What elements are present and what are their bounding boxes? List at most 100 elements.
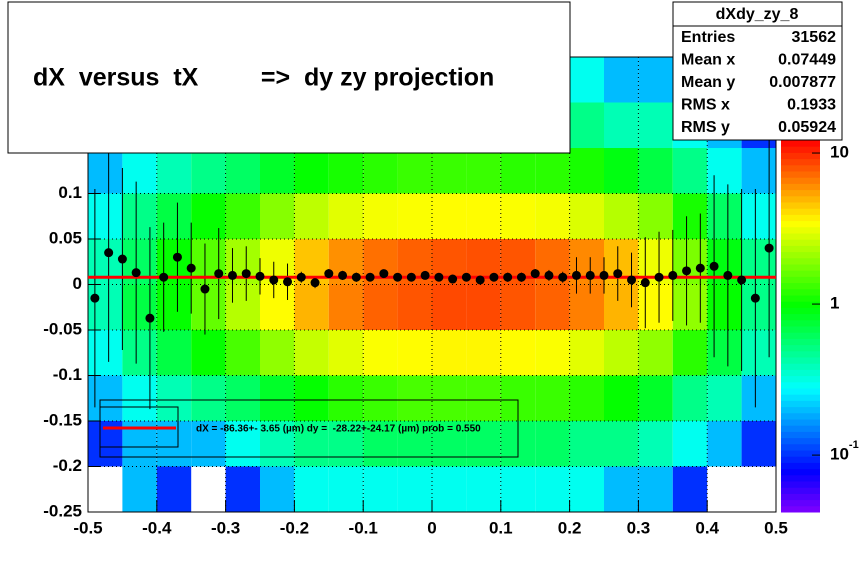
heat-cell <box>741 375 776 421</box>
palette-step <box>781 195 820 203</box>
heat-cell <box>604 148 639 194</box>
palette-step <box>781 462 820 470</box>
stats-value: 0.007877 <box>769 74 836 91</box>
palette-step <box>781 183 820 191</box>
heat-cell <box>294 330 329 376</box>
heat-cell <box>191 375 226 421</box>
y-tick-label: 0.05 <box>49 228 82 247</box>
palette-step <box>781 419 820 426</box>
heat-cell <box>294 148 329 194</box>
heat-cell <box>741 193 776 239</box>
profile-point <box>668 270 678 280</box>
profile-point <box>159 272 169 282</box>
heat-cell <box>604 330 639 376</box>
profile-point <box>283 277 293 287</box>
palette-step <box>781 146 820 153</box>
heat-cell <box>294 421 329 467</box>
heat-cell <box>638 284 673 330</box>
palette-step <box>781 381 820 389</box>
heat-cell <box>707 421 742 467</box>
profile-point <box>241 269 251 279</box>
heat-cell <box>260 330 295 376</box>
heat-cell <box>466 421 501 467</box>
profile-point <box>406 272 416 282</box>
heat-cell <box>363 330 398 376</box>
palette-step <box>781 505 820 513</box>
palette-step <box>781 202 820 209</box>
x-tick-label: -0.5 <box>73 518 102 537</box>
heat-cell <box>122 466 157 512</box>
heat-cell <box>466 330 501 376</box>
profile-point <box>558 272 568 282</box>
profile-point <box>338 270 348 280</box>
palette-step <box>781 245 820 253</box>
palette-step <box>781 288 820 296</box>
profile-point <box>131 268 141 278</box>
palette-step <box>781 468 820 476</box>
profile-point <box>682 266 692 276</box>
heat-cell <box>397 421 432 467</box>
palette-step <box>781 499 820 507</box>
palette-step <box>781 233 820 240</box>
heat-cell <box>432 330 467 376</box>
palette-step <box>781 152 820 160</box>
heat-cell <box>638 193 673 239</box>
x-tick-label: -0.4 <box>142 518 172 537</box>
heat-cell <box>294 375 329 421</box>
heat-cell <box>604 57 639 103</box>
heat-cell <box>191 330 226 376</box>
heat-cell <box>397 193 432 239</box>
heat-cell <box>672 421 708 467</box>
palette-step <box>781 400 820 408</box>
palette-step <box>781 208 820 215</box>
palette-step <box>781 357 820 364</box>
y-tick-label: -0.25 <box>43 501 82 520</box>
profile-point <box>585 270 595 280</box>
palette-step <box>781 487 820 494</box>
heat-cell <box>500 466 536 512</box>
heat-cell <box>569 284 604 330</box>
x-tick-label: -0.3 <box>211 518 240 537</box>
palette-step <box>781 338 820 346</box>
heat-cell <box>707 193 742 239</box>
palette-step <box>781 493 820 501</box>
profile-point <box>489 272 499 282</box>
heat-cell <box>604 102 639 148</box>
heat-cell <box>328 330 364 376</box>
profile-point <box>448 274 458 284</box>
x-tick-label: 0.2 <box>558 518 582 537</box>
heat-cell <box>122 330 157 376</box>
heat-cell <box>260 148 295 194</box>
heat-cell <box>191 193 226 239</box>
profile-point <box>393 272 403 282</box>
heat-cell <box>569 57 604 103</box>
profile-point <box>351 272 361 282</box>
heat-cell <box>363 466 398 512</box>
heat-cell <box>122 284 157 330</box>
palette-step <box>781 171 820 178</box>
profile-point <box>214 269 224 279</box>
palette-step <box>781 474 820 482</box>
profile-point <box>104 248 114 258</box>
x-tick-label: 0.3 <box>627 518 651 537</box>
heat-cell <box>432 193 467 239</box>
heat-cell <box>225 421 260 467</box>
heat-cell <box>156 330 192 376</box>
heat-cell <box>328 375 364 421</box>
heat-cell <box>604 466 639 512</box>
y-tick-label: -0.1 <box>53 365 82 384</box>
heat-cell <box>569 330 604 376</box>
heat-cell <box>466 284 501 330</box>
palette-step <box>781 282 820 290</box>
stats-key: Mean x <box>681 52 735 69</box>
profile-point <box>200 284 210 294</box>
palette-step <box>781 450 820 457</box>
heat-cell <box>328 284 364 330</box>
heat-cell <box>500 330 536 376</box>
heat-cell <box>88 284 123 330</box>
y-tick-label: -0.05 <box>43 319 82 338</box>
x-tick-label: 0 <box>427 518 436 537</box>
palette-step <box>781 189 820 197</box>
heat-cell <box>638 57 673 103</box>
heat-cell <box>604 375 639 421</box>
